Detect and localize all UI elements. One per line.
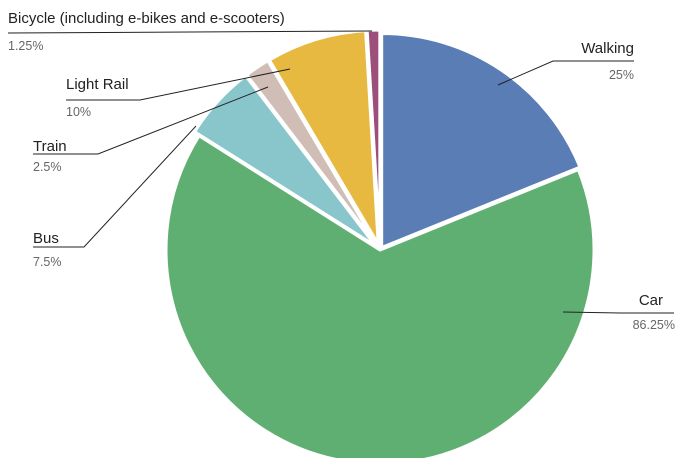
- pct-light-rail: 10%: [66, 105, 91, 119]
- leader-light-rail: [66, 68, 291, 101]
- pct-bus: 7.5%: [33, 255, 62, 269]
- leader-walking: [497, 60, 634, 86]
- label-train: Train: [33, 138, 67, 155]
- label-car: Car: [639, 292, 663, 309]
- leader-bus: [33, 125, 197, 248]
- pct-car: 86.25%: [633, 318, 675, 332]
- label-walking: Walking: [581, 40, 634, 57]
- leader-car: [562, 311, 674, 314]
- label-bus: Bus: [33, 230, 59, 247]
- label-light-rail: Light Rail: [66, 76, 129, 93]
- label-bicycle: Bicycle (including e-bikes and e-scooter…: [8, 10, 285, 27]
- leader-bicycle: [7, 30, 373, 34]
- slice-train: [245, 59, 379, 247]
- slice-car: [164, 134, 596, 458]
- pct-train: 2.5%: [33, 160, 62, 174]
- leader-lines: [7, 30, 674, 314]
- slice-walking: [380, 32, 582, 250]
- pct-walking: 25%: [609, 68, 634, 82]
- slice-bicycle: [365, 28, 382, 246]
- pct-bicycle: 1.25%: [8, 39, 43, 53]
- leader-train: [33, 86, 269, 155]
- pie-slices: [164, 28, 596, 458]
